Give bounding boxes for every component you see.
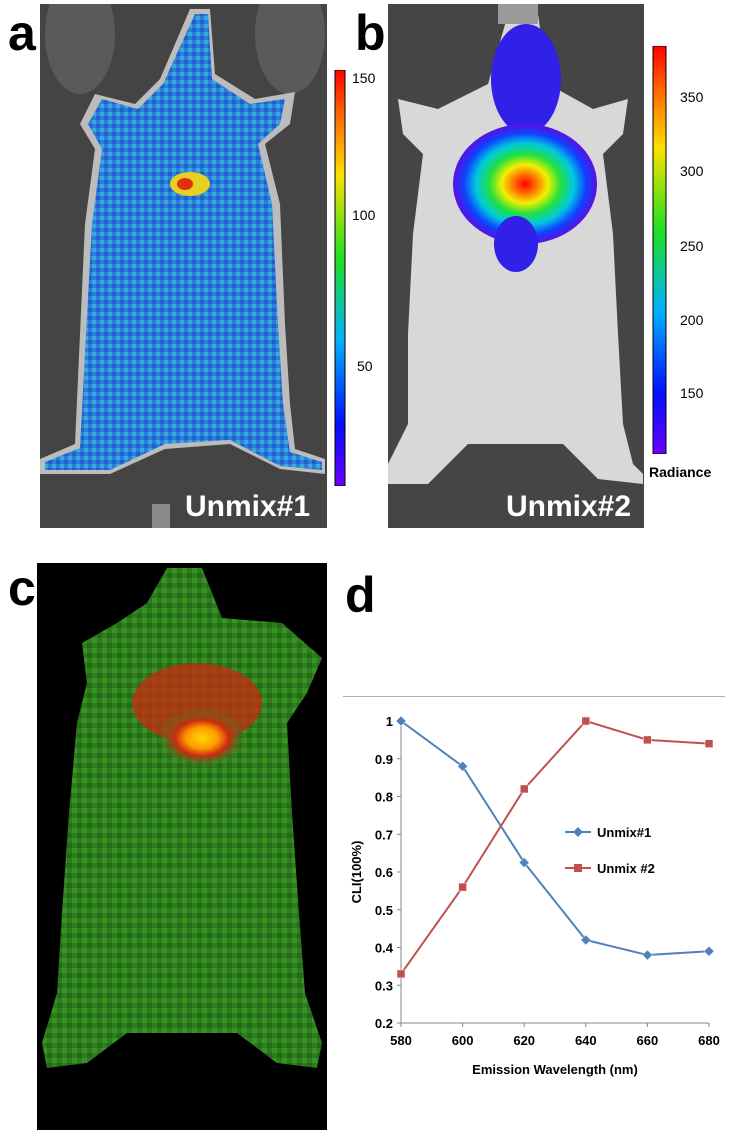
data-point [457, 760, 468, 772]
y-tick-label: 0.5 [375, 903, 393, 918]
unmix1-label: Unmix#1 [185, 490, 311, 523]
y-axis-label: CLI(100%) [349, 841, 364, 904]
legend-marker-2 [574, 864, 582, 872]
data-point [581, 716, 591, 726]
x-tick-label: 620 [513, 1033, 535, 1048]
composite-silhouette [42, 568, 322, 1068]
panel-letter-a: a [8, 5, 36, 61]
colorbar-a [334, 70, 346, 486]
x-axis-label: Emission Wavelength (nm) [472, 1062, 638, 1077]
mouse-image-unmix1: Unmix#1 [40, 4, 327, 528]
legend-marker-1 [573, 827, 583, 837]
y-tick-label: 0.4 [375, 941, 394, 956]
panel-letter-d: d [345, 567, 376, 623]
emission-line-chart: 0.2 0.3 0.4 0.5 0.6 0.7 0.8 0.9 1 580 600 620 640 66… [349, 714, 720, 1077]
colorbar-a-tick-150: 150 [352, 70, 376, 86]
unmix2-label: Unmix#2 [506, 490, 632, 523]
colorbar-a-tick-100: 100 [352, 207, 376, 223]
legend-label-1: Unmix#1 [597, 825, 651, 840]
y-tick-label: 0.6 [375, 865, 393, 880]
legend-label-2: Unmix #2 [597, 861, 655, 876]
colorbar-b-title: Radiance [649, 464, 712, 480]
data-point [519, 784, 529, 794]
data-point [518, 857, 530, 868]
data-point [643, 735, 652, 745]
mouse-image-unmix2: Unmix#2 [388, 4, 644, 528]
colorbar-b-tick-200: 200 [680, 312, 704, 328]
colorbar-a-tick-50: 50 [357, 358, 373, 374]
series-line-1 [400, 720, 710, 957]
y-tick-label: 0.8 [375, 790, 393, 805]
data-point [704, 739, 714, 748]
y-tick-label: 1 [386, 714, 393, 729]
data-point [642, 949, 653, 961]
colorbar-b-tick-250: 250 [680, 238, 704, 254]
y-tick-label: 0.9 [375, 752, 393, 767]
mouse-silhouette-a [40, 4, 327, 528]
mouse-silhouette-b [388, 4, 644, 528]
data-point [703, 945, 715, 957]
composite-image [37, 563, 327, 1130]
y-tick-label: 0.7 [375, 827, 393, 842]
data-point [580, 934, 592, 946]
x-tick-label: 660 [637, 1033, 659, 1048]
x-tick-label: 580 [390, 1033, 412, 1048]
data-point [395, 715, 407, 727]
panel-letter-c: c [8, 560, 36, 616]
colorbar-b [652, 46, 667, 454]
data-point [396, 969, 406, 979]
colorbar-b-tick-150: 150 [680, 385, 704, 401]
data-point [458, 882, 467, 892]
colorbar-b-tick-300: 300 [680, 163, 704, 179]
x-tick-label: 680 [698, 1033, 720, 1048]
colorbar-b-tick-350: 350 [680, 89, 704, 105]
panel-letter-b: b [355, 5, 386, 61]
series-line-2 [400, 719, 710, 975]
y-tick-label: 0.2 [375, 1016, 393, 1031]
x-tick-label: 600 [452, 1033, 474, 1048]
x-tick-label: 640 [575, 1033, 597, 1048]
chart-divider-line [343, 696, 725, 697]
y-tick-label: 0.3 [375, 978, 393, 993]
